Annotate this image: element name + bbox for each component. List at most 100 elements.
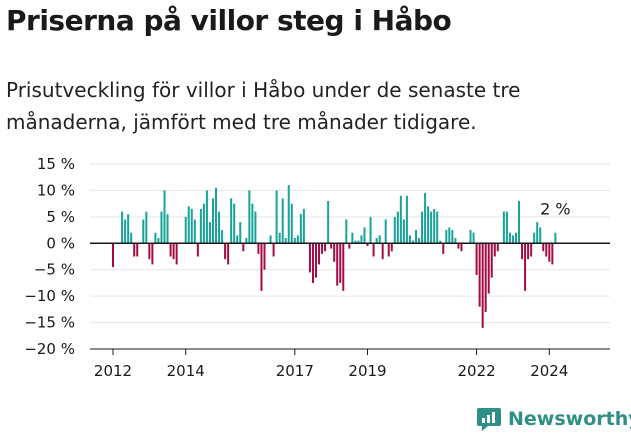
bar: [199, 208, 202, 244]
y-tick-label: 5 %: [46, 208, 75, 226]
bar: [287, 185, 290, 244]
bar: [299, 214, 302, 244]
bar: [366, 243, 369, 246]
bar: [142, 219, 145, 244]
bar: [378, 235, 381, 244]
bar: [136, 243, 139, 257]
bar: [202, 203, 205, 244]
bar: [351, 232, 354, 244]
bar: [381, 243, 384, 260]
bar: [342, 243, 345, 291]
newsworthy-logo-icon: [477, 408, 501, 431]
bar: [384, 219, 387, 244]
bar: [145, 211, 148, 244]
bar: [254, 211, 257, 244]
bar: [469, 230, 472, 244]
bar: [390, 243, 393, 252]
bar: [290, 203, 293, 244]
bar: [302, 208, 305, 244]
bar: [436, 211, 439, 244]
bar: [424, 193, 427, 244]
x-tick-label: 2019: [348, 362, 386, 380]
bar: [360, 235, 363, 244]
bar: [205, 190, 208, 244]
bar: [539, 227, 542, 244]
y-tick-label: −15 %: [24, 314, 75, 332]
x-tick-label: 2012: [94, 362, 132, 380]
bar: [124, 219, 127, 244]
y-tick-label: −5 %: [34, 261, 75, 279]
bar: [315, 243, 318, 278]
bar: [396, 211, 399, 244]
bar: [472, 232, 475, 244]
bar: [554, 232, 557, 244]
bar: [163, 190, 166, 244]
bar: [321, 243, 324, 254]
bar: [545, 243, 548, 257]
bar: [433, 208, 436, 244]
bar: [493, 243, 496, 257]
bar: [272, 243, 275, 257]
y-tick-label: 0 %: [46, 234, 75, 252]
bar: [269, 235, 272, 244]
bar: [442, 243, 445, 254]
chart-title: Priserna på villor steg i Håbo: [6, 4, 452, 37]
bar: [236, 235, 239, 244]
bar: [505, 211, 508, 244]
bar: [154, 232, 157, 244]
bar: [336, 243, 339, 286]
bar: [481, 243, 484, 328]
bar: [415, 230, 417, 244]
bar: [333, 243, 336, 262]
bar: [166, 214, 169, 244]
x-tick-label: 2024: [530, 362, 568, 380]
bar: [402, 219, 405, 244]
bar: [427, 206, 430, 244]
bar: [393, 216, 396, 244]
bar: [318, 243, 321, 265]
bar: [133, 243, 136, 257]
bar: [514, 232, 517, 244]
bar: [551, 243, 554, 265]
bar: [184, 216, 187, 244]
bar: [448, 227, 451, 244]
bar: [502, 211, 505, 244]
bar: [260, 243, 263, 291]
bar: [172, 243, 175, 260]
bar: [439, 240, 442, 244]
bar: [127, 214, 130, 244]
bar: [157, 238, 160, 244]
bar: [484, 243, 487, 312]
bar: [296, 235, 299, 244]
bar: [169, 243, 172, 257]
bar: [130, 232, 133, 244]
bar: [487, 243, 490, 294]
bar: [354, 240, 357, 244]
bar: [475, 243, 478, 275]
bar: [160, 211, 163, 244]
bar: [369, 216, 372, 244]
bar: [148, 243, 151, 260]
bar: [518, 201, 521, 244]
bar: [218, 211, 221, 244]
bar: [239, 222, 242, 244]
x-tick-label: 2014: [167, 362, 205, 380]
bar: [372, 243, 375, 257]
bar: [193, 219, 196, 244]
bar: [248, 190, 251, 244]
brand-logo[interactable]: Newsworthy: [476, 406, 631, 432]
bar: [536, 222, 539, 244]
bar: [263, 243, 266, 270]
bar: [533, 232, 536, 244]
bar: [527, 243, 530, 260]
bar: [411, 240, 414, 244]
bar: [278, 232, 281, 244]
y-tick-label: −10 %: [24, 287, 75, 305]
bar: [363, 227, 366, 244]
bar: [245, 238, 248, 244]
bar: [233, 203, 236, 244]
bar: [275, 190, 278, 244]
bar: [405, 195, 408, 244]
brand-name: Newsworthy: [508, 408, 631, 430]
bar: [490, 243, 493, 278]
